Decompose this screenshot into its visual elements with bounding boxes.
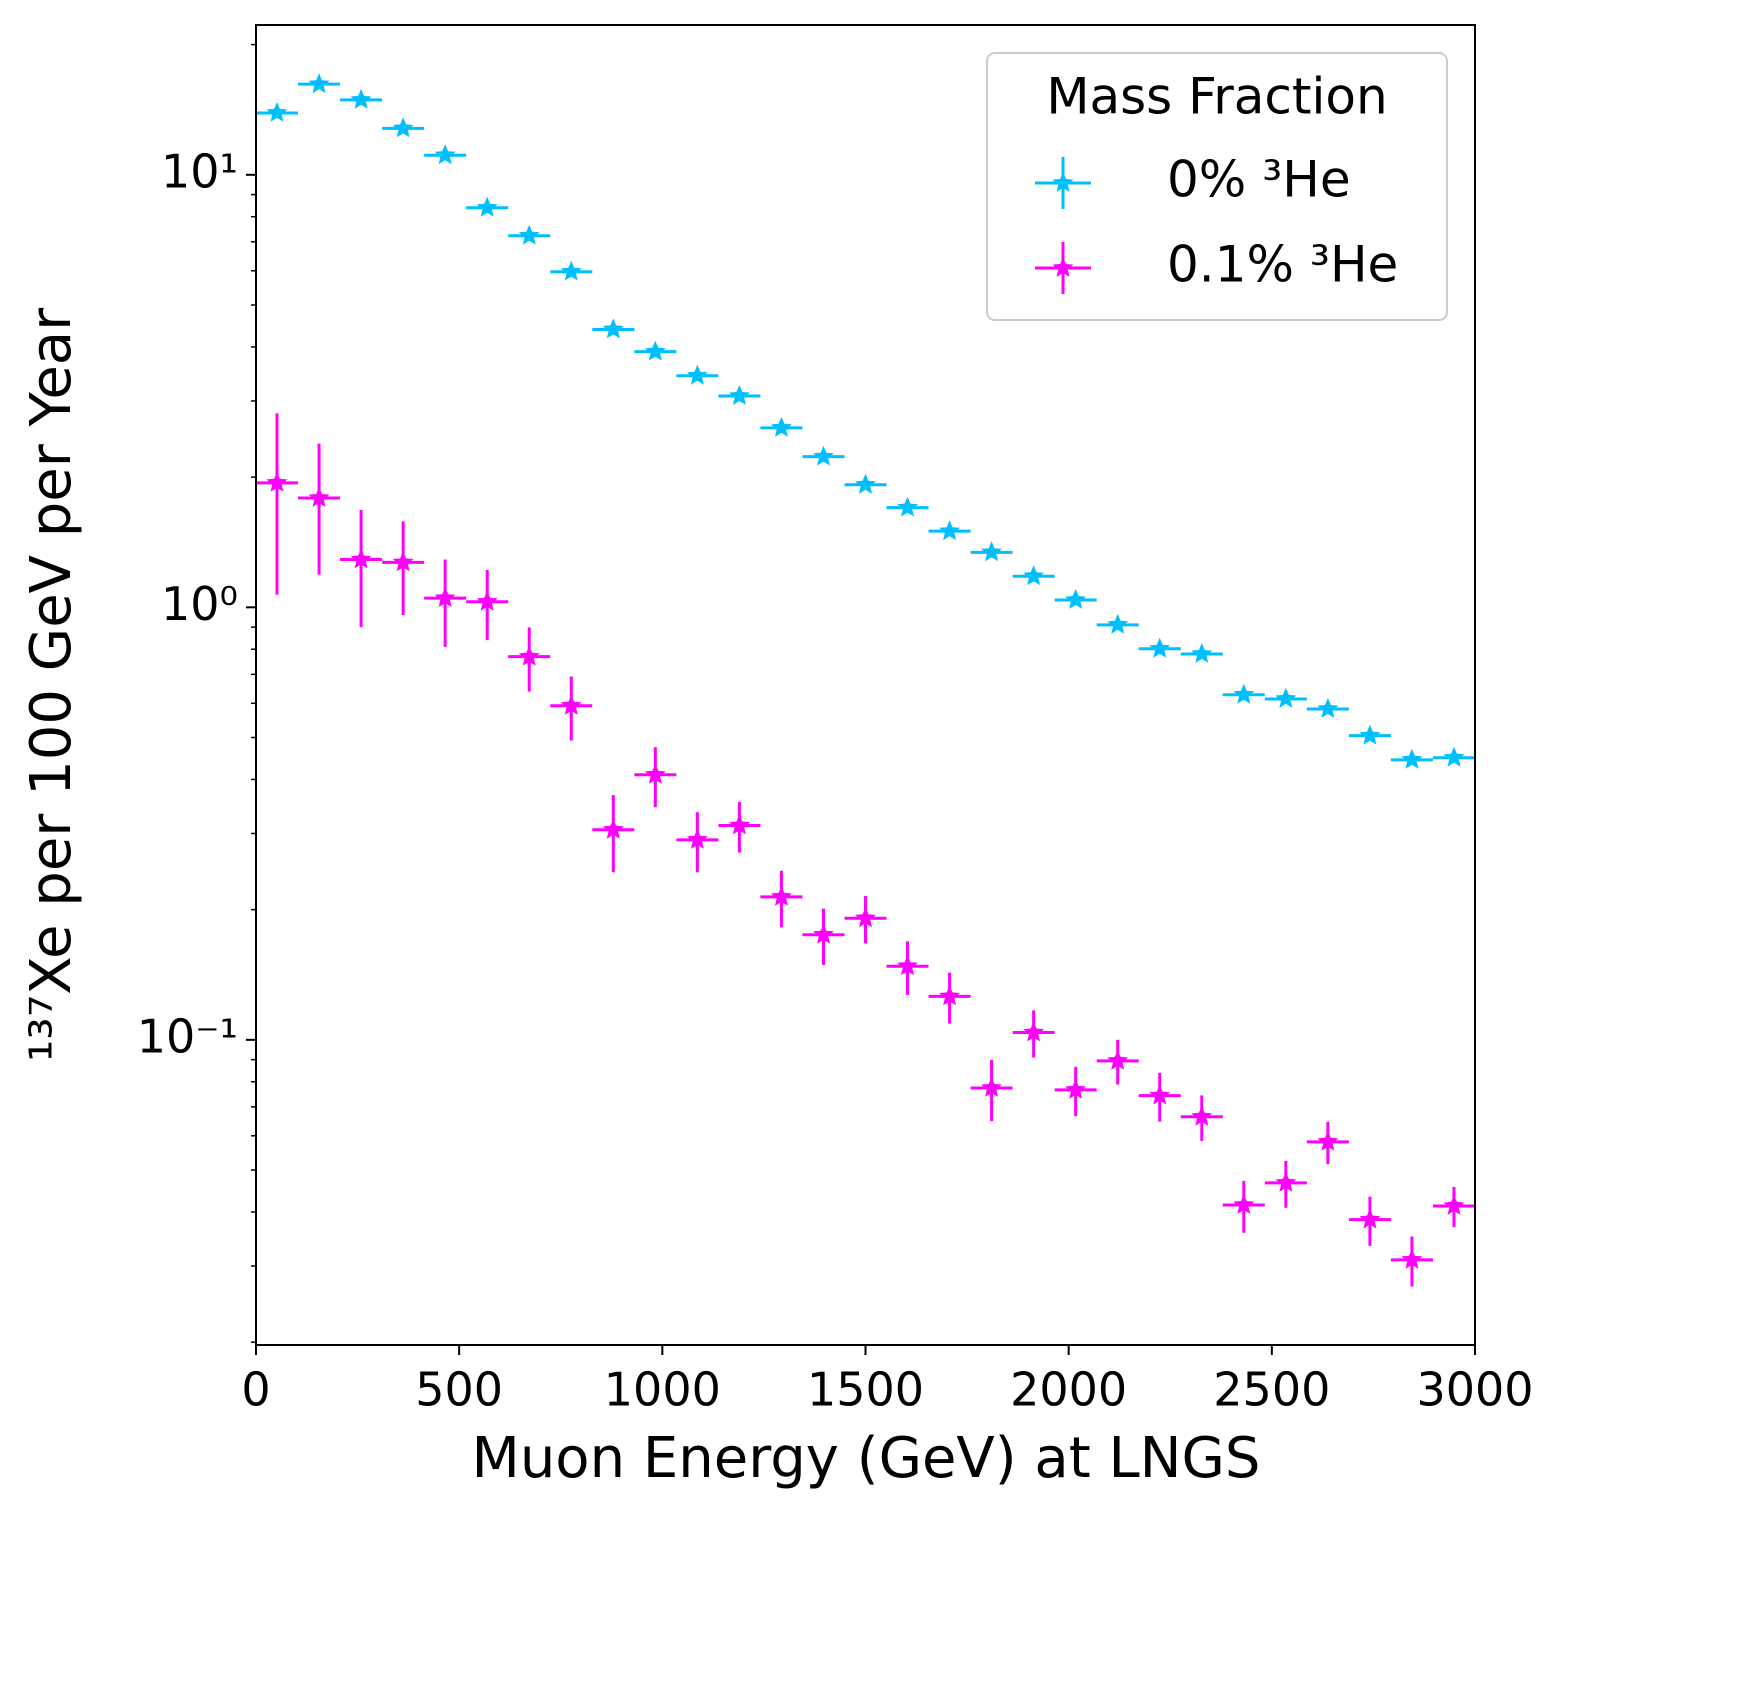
- marker: [855, 907, 876, 928]
- marker: [434, 144, 456, 165]
- marker: [266, 101, 288, 122]
- marker: [939, 985, 960, 1006]
- marker: [1275, 1171, 1297, 1192]
- marker: [1359, 724, 1381, 745]
- marker: [939, 520, 960, 541]
- marker: [686, 828, 708, 849]
- y-tick-label: 10⁻¹: [137, 1009, 238, 1063]
- marker: [476, 196, 498, 217]
- marker: [981, 541, 1002, 562]
- marker: [1233, 1194, 1255, 1214]
- marker: [1317, 1130, 1339, 1151]
- marker: [1317, 698, 1339, 718]
- marker: [1443, 746, 1465, 767]
- marker: [813, 923, 834, 944]
- marker: [518, 645, 540, 666]
- marker: [1443, 1195, 1465, 1215]
- marker: [1107, 1049, 1129, 1070]
- marker: [560, 694, 582, 715]
- marker: [1401, 748, 1423, 769]
- x-tick-label: 3000: [1416, 1363, 1533, 1417]
- marker: [1359, 1208, 1381, 1229]
- legend-label: 0.1% ³He: [1167, 236, 1398, 294]
- x-tick-label: 1000: [604, 1363, 721, 1417]
- marker: [1023, 1021, 1045, 1042]
- marker: [1065, 589, 1087, 609]
- x-tick-label: 500: [415, 1363, 503, 1417]
- marker: [771, 416, 792, 437]
- marker: [350, 88, 372, 109]
- x-axis-label: Muon Energy (GeV) at LNGS: [472, 1426, 1261, 1491]
- marker: [392, 117, 414, 138]
- x-tick-label: 2500: [1213, 1363, 1330, 1417]
- marker: [1401, 1248, 1423, 1269]
- marker: [602, 818, 624, 839]
- marker: [855, 473, 876, 494]
- marker: [1065, 1078, 1087, 1099]
- legend-box: [986, 52, 1448, 321]
- plot-frame: [255, 24, 1476, 1346]
- x-tick-label: 1500: [807, 1363, 924, 1417]
- marker: [1191, 643, 1213, 663]
- marker: [644, 340, 666, 361]
- marker: [434, 587, 456, 608]
- marker: [308, 73, 330, 94]
- x-tick-label: 0: [241, 1363, 270, 1417]
- marker: [1275, 687, 1297, 708]
- y-tick-label: 10¹: [161, 144, 238, 198]
- marker: [686, 364, 708, 385]
- marker: [1191, 1105, 1213, 1126]
- x-tick-label: 2000: [1010, 1363, 1127, 1417]
- marker: [308, 487, 330, 507]
- marker: [1149, 1084, 1171, 1105]
- marker: [981, 1077, 1002, 1097]
- marker: [1233, 683, 1255, 704]
- marker: [897, 955, 918, 976]
- marker: [602, 318, 624, 339]
- legend-marker: [1052, 172, 1074, 192]
- marker: [1107, 613, 1129, 634]
- marker: [729, 385, 750, 405]
- marker: [644, 763, 666, 784]
- marker: [476, 590, 498, 611]
- marker: [518, 224, 540, 245]
- marker: [897, 496, 918, 517]
- marker: [266, 471, 288, 492]
- legend-marker: [1052, 257, 1074, 277]
- marker: [771, 885, 792, 906]
- legend-label: 0% ³He: [1167, 151, 1351, 209]
- y-tick-label: 10⁰: [161, 577, 238, 631]
- legend-title: Mass Fraction: [1046, 68, 1387, 126]
- marker: [350, 548, 372, 569]
- marker: [729, 814, 750, 835]
- marker: [560, 260, 582, 281]
- marker: [392, 551, 414, 572]
- marker: [1023, 565, 1045, 586]
- marker: [813, 445, 834, 466]
- y-axis-label: ¹³⁷Xe per 100 GeV per Year: [19, 307, 84, 1062]
- marker: [1149, 637, 1171, 658]
